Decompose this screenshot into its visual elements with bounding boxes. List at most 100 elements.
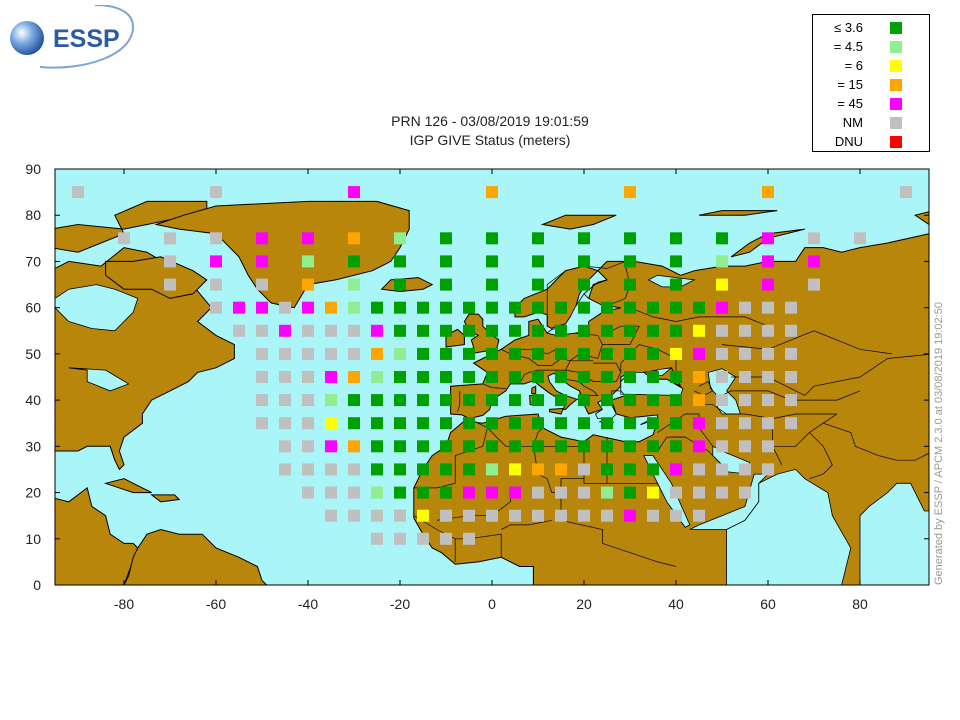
igp-cell — [279, 347, 291, 360]
igp-cell — [762, 232, 774, 245]
y-tick-label: 10 — [25, 531, 41, 547]
y-tick-label: 50 — [25, 346, 41, 362]
igp-cell — [762, 417, 774, 430]
legend-swatch — [890, 98, 902, 110]
igp-cell — [578, 463, 590, 476]
land-sicily — [549, 407, 565, 415]
igp-cell — [279, 324, 291, 337]
igp-cell — [509, 440, 521, 453]
igp-cell — [509, 417, 521, 430]
igp-cell — [371, 394, 383, 407]
igp-cell — [463, 463, 475, 476]
igp-cell — [440, 278, 452, 291]
igp-cell — [279, 417, 291, 430]
legend-label: ≤ 3.6 — [834, 20, 863, 35]
igp-cell — [762, 255, 774, 268]
igp-cell — [164, 255, 176, 268]
igp-cell — [624, 255, 636, 268]
igp-cell — [578, 301, 590, 314]
land-north-america — [55, 247, 235, 585]
igp-cell — [509, 301, 521, 314]
x-tick-label: 40 — [668, 596, 684, 612]
logo-text: ESSP — [53, 25, 120, 53]
igp-cell — [440, 301, 452, 314]
igp-cell — [348, 232, 360, 245]
igp-cell — [440, 232, 452, 245]
igp-cell — [348, 463, 360, 476]
igp-cell — [348, 417, 360, 430]
igp-cell — [279, 463, 291, 476]
igp-cell — [463, 417, 475, 430]
border-line — [457, 390, 461, 412]
border-line — [657, 436, 686, 452]
igp-cell — [601, 463, 613, 476]
igp-cell — [670, 324, 682, 337]
igp-cell — [256, 255, 268, 268]
igp-cell — [348, 324, 360, 337]
igp-cell — [716, 232, 728, 245]
igp-cell — [670, 394, 682, 407]
igp-cell — [417, 509, 429, 522]
igp-cell — [555, 463, 567, 476]
land-baffin-island — [105, 256, 208, 299]
igp-cell — [486, 186, 498, 199]
igp-cell — [532, 417, 544, 430]
igp-cell — [578, 394, 590, 407]
y-tick-label: 80 — [25, 207, 41, 223]
border-line — [501, 519, 552, 530]
igp-cell — [279, 371, 291, 383]
igp-cell — [348, 394, 360, 407]
igp-cell — [486, 394, 498, 407]
border-line — [482, 383, 506, 389]
igp-cell — [371, 371, 383, 383]
igp-cell — [739, 486, 751, 499]
igp-cell — [486, 509, 498, 522]
border-line — [487, 427, 584, 493]
border-line — [611, 390, 626, 396]
igp-cell — [693, 509, 705, 522]
igp-cell — [762, 278, 774, 291]
igp-cell — [555, 509, 567, 522]
igp-cell — [348, 278, 360, 291]
y-tick-label: 30 — [25, 438, 41, 454]
igp-cell — [739, 417, 751, 430]
legend-swatch — [890, 136, 902, 148]
igp-cell — [210, 278, 222, 291]
border-line — [721, 330, 893, 355]
igp-cell — [739, 371, 751, 383]
igp-cell — [417, 486, 429, 499]
title-line-2: IGP GIVE Status (meters) — [409, 132, 571, 148]
igp-cell — [578, 417, 590, 430]
igp-cell — [624, 463, 636, 476]
igp-cell — [486, 417, 498, 430]
igp-cell — [348, 486, 360, 499]
border-line — [607, 482, 663, 493]
land-britain — [463, 313, 500, 355]
x-tick-label: 20 — [576, 596, 592, 612]
igp-cell — [509, 371, 521, 383]
igp-cell — [762, 394, 774, 407]
igp-cell — [739, 324, 751, 337]
sea-hudson-bay — [55, 284, 139, 332]
igp-cell — [325, 347, 337, 360]
igp-cell — [302, 440, 314, 453]
x-tick-label: 0 — [488, 596, 496, 612]
igp-cell — [371, 532, 383, 545]
igp-cell — [854, 232, 866, 245]
igp-cell — [394, 486, 406, 499]
y-tick-label: 40 — [25, 392, 41, 408]
lake-great-lakes — [68, 367, 130, 392]
igp-cell — [716, 278, 728, 291]
land-franz-josef — [698, 210, 778, 216]
igp-cell — [371, 301, 383, 314]
igp-cell — [532, 371, 544, 383]
igp-cell — [670, 232, 682, 245]
x-tick-label: -80 — [114, 596, 134, 612]
igp-cell — [486, 371, 498, 383]
igp-cell — [371, 463, 383, 476]
border-line — [694, 381, 714, 396]
igp-cell — [716, 394, 728, 407]
igp-cell — [624, 417, 636, 430]
igp-cell — [785, 371, 797, 383]
